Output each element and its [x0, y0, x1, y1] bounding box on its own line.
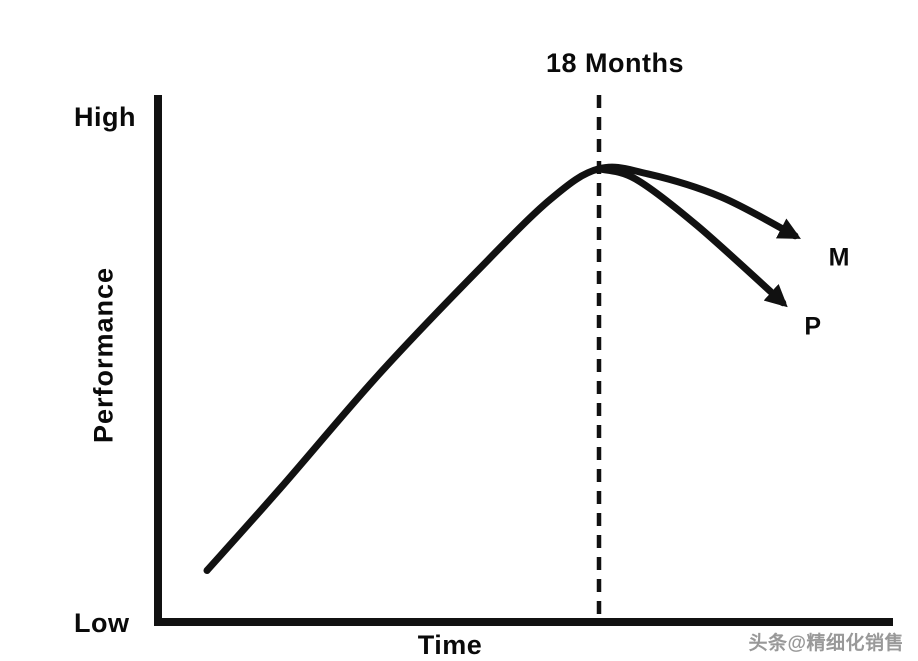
y-axis-low-label: Low [74, 608, 130, 638]
series-m-label: M [828, 243, 850, 272]
axes [154, 95, 893, 626]
annotation-18-months-label: 18 Months [545, 48, 685, 78]
watermark-text: 头条@精细化销售 [748, 633, 904, 654]
x-axis-title: Time [417, 630, 483, 660]
y-axis-high-label: High [74, 102, 136, 132]
curve-p-path [595, 165, 788, 308]
y-axis-title: Performance [88, 266, 119, 444]
series-p-label: P [804, 312, 822, 341]
curve-m-path [203, 163, 801, 574]
